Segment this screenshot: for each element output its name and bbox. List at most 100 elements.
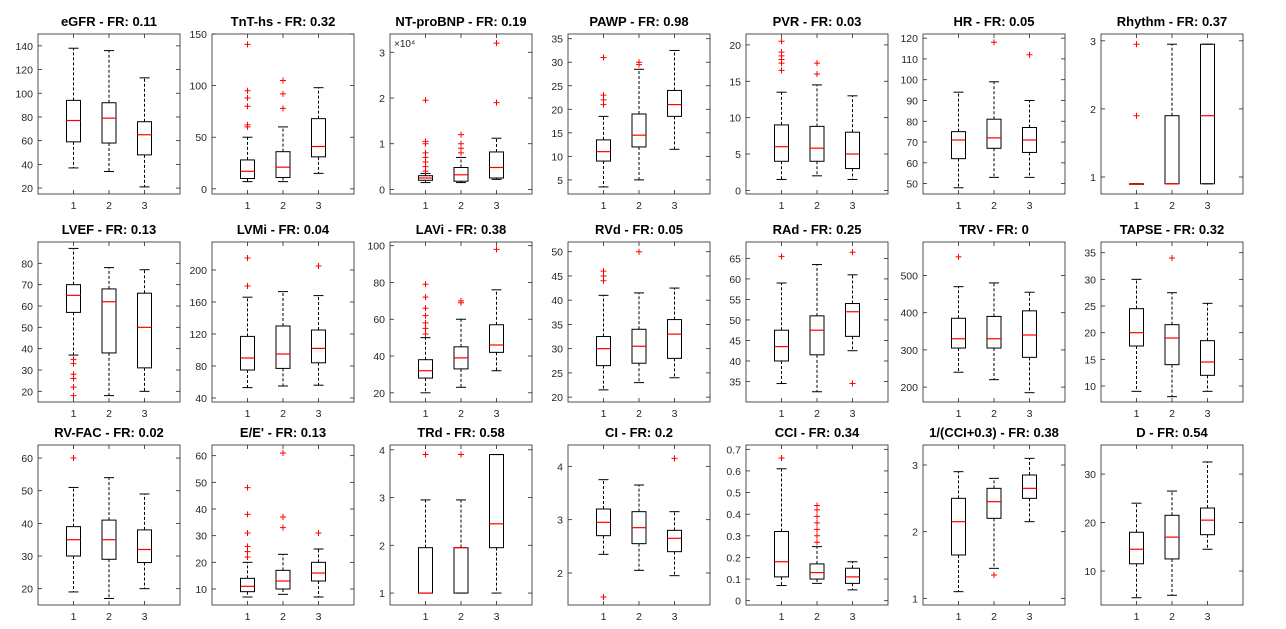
box-iqr	[66, 284, 81, 313]
y-tick-label: 40	[551, 295, 563, 307]
x-tick-label: 1	[956, 200, 962, 212]
y-tick-label: 100	[15, 88, 33, 100]
y-tick-label: 50	[729, 315, 741, 327]
x-tick-label: 3	[1205, 408, 1211, 420]
x-tick-label: 2	[458, 200, 464, 212]
y-tick-label: 65	[729, 253, 741, 265]
box-iqr	[774, 124, 789, 162]
box-iqr	[667, 529, 682, 553]
x-tick-label: 3	[1027, 611, 1033, 623]
y-tick-label: 1	[1090, 172, 1096, 184]
panel-title: CCI - FR: 0.34	[775, 425, 860, 440]
box-class-2	[631, 59, 647, 181]
box-iqr	[418, 547, 433, 594]
outlier-point	[814, 60, 820, 67]
y-tick-label: 60	[729, 274, 741, 286]
box-class-1	[1129, 41, 1144, 185]
box-iqr	[845, 567, 860, 584]
box-iqr	[596, 139, 611, 162]
box-class-2	[275, 291, 291, 387]
outlier-point	[244, 87, 251, 94]
y-tick-label: 35	[551, 34, 563, 46]
box-iqr	[845, 131, 860, 170]
y-tick-label: 500	[900, 270, 918, 282]
y-tick-label: 30	[1084, 274, 1096, 286]
x-tick-label: 1	[71, 408, 77, 420]
box-class-2	[986, 477, 1002, 578]
y-tick-label: 100	[189, 81, 207, 93]
box-class-3	[311, 87, 326, 174]
box-iqr	[1022, 474, 1037, 499]
y-tick-label: 15	[729, 76, 741, 88]
y-tick-label: 400	[900, 308, 918, 320]
x-tick-label: 3	[850, 200, 856, 212]
box-iqr	[275, 569, 291, 590]
x-tick-label: 2	[814, 200, 820, 212]
box-class-3	[667, 287, 682, 379]
box-class-1	[240, 255, 255, 389]
panel-title: LVEF - FR: 0.13	[62, 222, 156, 237]
box-class-2	[809, 502, 825, 584]
box-iqr	[240, 335, 255, 371]
outlier-point	[280, 77, 286, 84]
box-iqr	[1129, 308, 1144, 347]
box-class-2	[1164, 255, 1180, 398]
y-tick-label: 20	[373, 388, 385, 400]
panel-title: TRd - FR: 0.58	[417, 425, 504, 440]
panel-8: LVEF - FR: 0.13 20 30 40 50 60 70 80 1 2 3	[21, 222, 181, 420]
outlier-point	[778, 49, 785, 56]
y-tick-label: 0.4	[726, 509, 741, 521]
x-tick-label: 2	[636, 611, 642, 623]
y-tick-label: 0.2	[726, 552, 741, 564]
x-tick-label: 1	[245, 611, 251, 623]
box-iqr	[986, 487, 1002, 519]
x-tick-label: 1	[245, 200, 251, 212]
outlier-point	[70, 455, 77, 462]
outlier-point	[244, 255, 251, 261]
box-iqr	[809, 563, 825, 580]
box-class-2	[631, 484, 647, 571]
box-class-1	[66, 47, 81, 169]
y-tick-label: 20	[1084, 328, 1096, 340]
box-class-2	[453, 451, 469, 594]
outlier-point	[778, 38, 785, 45]
y-tick-label: 70	[906, 137, 918, 149]
panel-17: TRd - FR: 0.581234123class	[379, 425, 533, 629]
box-iqr	[951, 497, 966, 556]
y-tick-label: 80	[373, 277, 385, 289]
y-tick-label: 25	[1084, 301, 1096, 313]
x-tick-label: 3	[316, 408, 322, 420]
y-tick-label: 10	[1084, 381, 1096, 393]
box-iqr	[1164, 324, 1180, 366]
box-iqr	[275, 325, 291, 369]
outlier-point	[244, 484, 251, 491]
panel-12: RAd - FR: 0.25 35 40 45 50 55 60 65 1 2 3	[729, 222, 889, 420]
outlier-point	[422, 138, 429, 145]
x-tick-label: 1	[423, 200, 429, 212]
x-tick-label: 2	[991, 200, 997, 212]
y-tick-label: 200	[900, 382, 918, 394]
box-iqr	[101, 288, 117, 354]
y-tick-label: 1	[912, 593, 918, 605]
outlier-point	[244, 103, 251, 110]
panel-1: eGFR - FR: 0.11 20 40 60 80 100 120 140 1 2 3	[15, 14, 181, 212]
box-class-1	[596, 54, 611, 188]
panel-6: HR - FR: 0.05 50 60 70 80 90 100 110 120 1 2 3	[900, 14, 1066, 212]
outlier-point	[493, 40, 500, 47]
panel-3: NT-proBNP - FR: 0.19 0 1 2 3 ×10⁴ 1 2 3	[379, 14, 533, 212]
box-class-2	[809, 60, 825, 177]
outlier-point	[244, 121, 251, 128]
y-tick-label: 10	[1084, 566, 1096, 578]
axes-frame	[567, 444, 711, 606]
x-tick-label: 2	[991, 611, 997, 623]
box-class-2	[986, 39, 1002, 178]
outlier-point	[814, 532, 820, 539]
outlier-point	[991, 572, 997, 578]
outlier-point	[814, 71, 820, 77]
box-iqr	[453, 547, 469, 594]
box-class-1	[1129, 278, 1144, 392]
box-class-3	[845, 95, 860, 180]
outlier-point	[244, 283, 251, 289]
outlier-point	[244, 548, 251, 555]
